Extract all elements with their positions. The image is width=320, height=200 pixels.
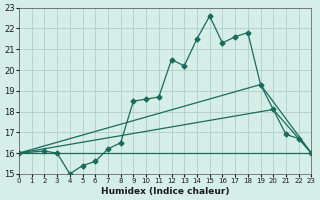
X-axis label: Humidex (Indice chaleur): Humidex (Indice chaleur) [101, 187, 229, 196]
